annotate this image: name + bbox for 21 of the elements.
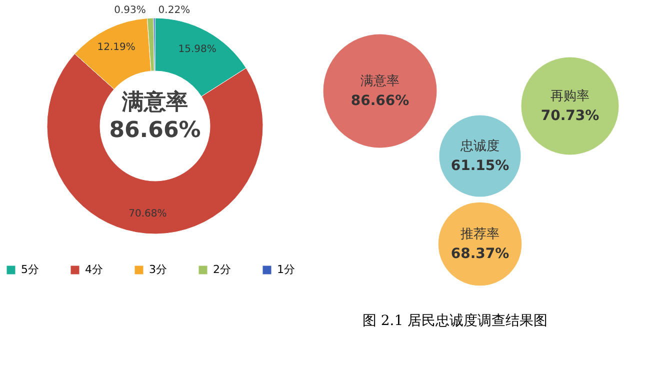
legend-label: 1分 — [277, 263, 295, 276]
legend-label: 3分 — [149, 263, 167, 276]
category-label: 满意率 — [360, 73, 400, 89]
text: 86.66% — [109, 118, 201, 143]
data-label: 70.73% — [540, 108, 600, 124]
data-label: 70.68% — [128, 208, 167, 220]
legend-label: 4分 — [85, 263, 103, 276]
category-label: 再购率 — [550, 88, 590, 104]
text: 满意率 — [121, 89, 188, 115]
category-label: 推荐率 — [460, 226, 500, 242]
caption: 图 2.1 居民忠诚度调查结果图 — [362, 313, 548, 329]
data-label: 0.93% — [114, 5, 146, 16]
category-label: 忠诚度 — [460, 138, 500, 154]
data-label: 15.98% — [178, 44, 216, 55]
legend-label: 5分 — [21, 263, 39, 276]
data-label: 68.37% — [450, 246, 510, 262]
data-label: 86.66% — [350, 93, 410, 109]
data-label: 12.19% — [97, 42, 136, 53]
data-label: 61.15% — [450, 158, 510, 174]
data-label: 0.22% — [158, 5, 190, 16]
legend-label: 2分 — [213, 263, 231, 276]
